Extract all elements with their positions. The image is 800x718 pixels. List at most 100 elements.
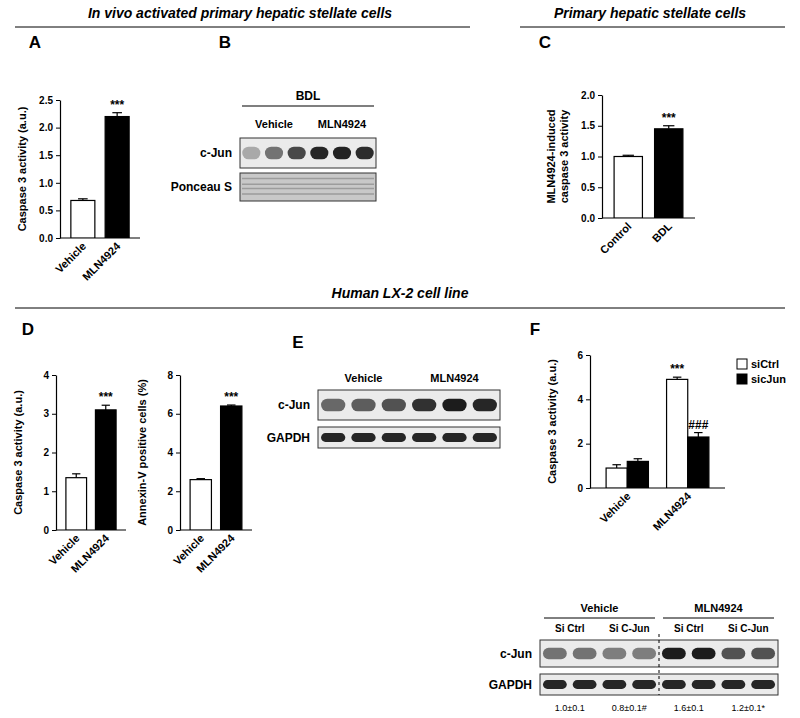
y-axis-title: caspase 3 activity [558, 109, 570, 203]
chart-panel: D01234Caspase 3 activity (a.u.)***Vehicl… [12, 320, 126, 575]
chart-panel: A0.00.51.01.52.02.5Caspase 3 activity (a… [16, 33, 140, 283]
panel-letter: F [530, 320, 540, 339]
error-bar-cap [694, 432, 702, 433]
error-bar-cap [623, 155, 634, 156]
y-tick-label: 2.0 [39, 122, 53, 133]
significance-label: ### [688, 418, 708, 432]
blot-lane-group: Vehicle [581, 602, 619, 614]
y-tick-mark [56, 100, 60, 101]
blot-band [288, 147, 306, 160]
y-tick-mark [598, 95, 602, 96]
x-tick-label: Vehicle [597, 490, 632, 525]
blot-sub-group: Si C-Jun [728, 623, 769, 634]
error-bar [227, 405, 236, 407]
blot-lane-group-rule [544, 618, 655, 619]
figure-svg: In vivo activated primary hepatic stella… [0, 0, 800, 718]
blot-lane-group: MLN4924 [694, 602, 743, 614]
blot-band [321, 399, 345, 412]
blot-row-label: c-Jun [200, 146, 232, 160]
y-tick-label: 1 [43, 486, 49, 497]
bar [688, 437, 709, 488]
y-tick-label: 0.5 [581, 182, 595, 193]
y-tick: 0.0 [39, 233, 60, 244]
y-tick: 1.0 [581, 151, 602, 162]
y-axis-title: Caspase 3 activity (a.u.) [546, 359, 558, 484]
y-tick-label: 1.0 [581, 151, 595, 162]
blot-band [265, 147, 283, 160]
y-tick: 1.5 [39, 150, 60, 161]
blot-divider [659, 634, 660, 695]
blot-lane-group: Vehicle [255, 118, 293, 130]
blot-quantification: 1.6±0.1 [674, 703, 704, 713]
legend-label: siCtrl [751, 358, 779, 370]
blot-sub-group: Si C-Jun [609, 623, 650, 634]
y-tick: 0.5 [39, 205, 60, 216]
blot-band [333, 147, 351, 160]
y-axis-line [590, 356, 591, 489]
y-tick-mark [598, 218, 602, 219]
y-tick-label: 2 [577, 438, 583, 449]
y-tick: 2 [167, 486, 180, 497]
y-tick: 2 [43, 447, 56, 458]
panel-letter: A [29, 33, 41, 52]
error-bar-cap [612, 464, 620, 465]
y-axis-line [602, 96, 603, 219]
y-tick-label: 4 [577, 394, 583, 405]
header-rule [15, 27, 470, 28]
y-axis-line [56, 376, 57, 531]
significance-label: *** [224, 390, 238, 404]
y-tick-label: 6 [577, 350, 583, 361]
panel-letter: D [22, 320, 34, 339]
blot-stain-streak [242, 178, 374, 180]
plot-area [190, 405, 242, 530]
blot-band [543, 680, 567, 689]
y-tick: 6 [167, 408, 180, 419]
blot-band [351, 433, 375, 442]
x-tick-label: MLN4924 [69, 531, 112, 574]
error-bar [623, 155, 634, 156]
blot-lane-group: MLN4924 [318, 118, 367, 130]
panel-letter: B [219, 33, 231, 52]
error-bar [72, 474, 80, 478]
y-tick-label: 6 [167, 408, 173, 419]
annotations: ***### [670, 362, 709, 431]
y-tick-mark [52, 491, 56, 492]
y-axis-title: MLN4924-induced [545, 109, 557, 203]
plot-area [614, 126, 683, 218]
y-axis-title: Annexin-V positive cells (%) [136, 379, 148, 526]
error-bar [112, 113, 122, 117]
blot-membrane [318, 427, 500, 448]
y-tick-mark [586, 399, 590, 400]
y-tick: 0 [43, 525, 56, 536]
y-tick-label: 2 [167, 486, 173, 497]
y-tick-mark [176, 453, 180, 454]
y-tick-mark [56, 128, 60, 129]
error-bar-cap [102, 405, 110, 406]
y-tick: 2 [577, 438, 590, 449]
blot-band [632, 680, 656, 689]
blot-band [356, 147, 374, 160]
x-tick-label: MLN4924 [194, 531, 237, 574]
blot-row-label: c-Jun [500, 647, 532, 661]
y-tick-mark [176, 530, 180, 531]
y-tick: 4 [577, 394, 590, 405]
error-bar-cap [634, 458, 642, 459]
blot-quantification: 1.2±0.1* [732, 703, 766, 713]
annotations: *** [662, 111, 676, 125]
blot-band [602, 648, 626, 659]
x-tick-label: Control [598, 220, 634, 256]
blot-band [473, 433, 497, 442]
blot-group-rule [242, 105, 374, 106]
blot-row-label: GAPDH [489, 678, 532, 692]
y-tick-mark [56, 238, 60, 239]
blot-row-label: GAPDH [267, 431, 310, 445]
blot-band [721, 648, 745, 659]
y-tick-label: 1.0 [39, 178, 53, 189]
blot-band [412, 433, 436, 442]
blot-band [543, 648, 567, 659]
chart-panel: C0.00.51.01.52.0MLN4924-inducedcaspase 3… [539, 33, 695, 256]
blot-band [321, 433, 345, 442]
blot-sub-group: Si Ctrl [555, 623, 585, 634]
y-tick: 1 [43, 486, 56, 497]
error-bar-cap [673, 377, 681, 378]
